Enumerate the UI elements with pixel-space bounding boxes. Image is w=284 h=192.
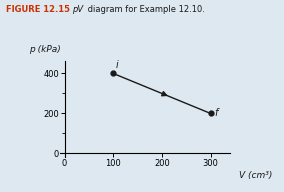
Text: f: f bbox=[214, 108, 217, 118]
Text: diagram for Example 12.10.: diagram for Example 12.10. bbox=[85, 5, 205, 14]
Text: V (cm³): V (cm³) bbox=[239, 171, 272, 180]
Text: p (kPa): p (kPa) bbox=[29, 45, 61, 54]
Text: i: i bbox=[116, 60, 119, 70]
Text: pV: pV bbox=[72, 5, 84, 14]
Text: FIGURE 12.15: FIGURE 12.15 bbox=[6, 5, 70, 14]
